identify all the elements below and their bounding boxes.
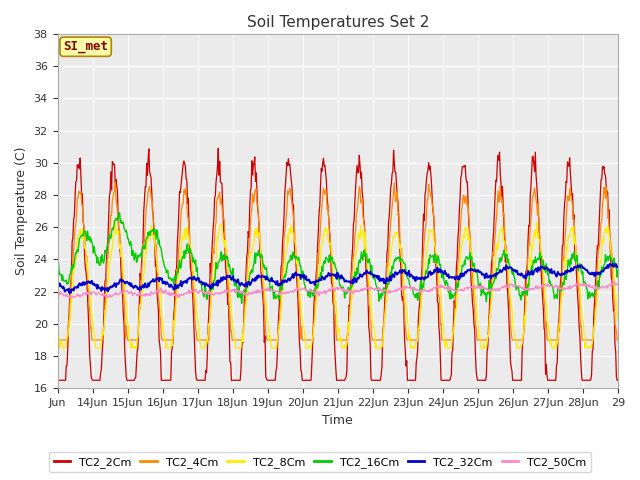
TC2_2Cm xyxy=(251,154,259,160)
TC2_8Cm xyxy=(428,228,436,234)
TC2_2Cm xyxy=(396,252,404,258)
TC2_32Cm xyxy=(428,270,435,276)
TC2_8Cm xyxy=(273,345,280,351)
TC2_32Cm xyxy=(223,273,231,279)
TC2_50Cm xyxy=(272,289,280,295)
TC2_16Cm xyxy=(397,256,404,262)
TC2_32Cm xyxy=(251,278,259,284)
TC2_50Cm xyxy=(223,289,231,295)
TC2_4Cm xyxy=(428,195,435,201)
TC2_50Cm xyxy=(65,295,73,300)
TC2_2Cm xyxy=(120,310,127,316)
TC2_4Cm xyxy=(251,189,259,195)
TC2_4Cm xyxy=(614,337,621,343)
TC2_8Cm xyxy=(224,264,232,270)
TC2_32Cm xyxy=(54,281,61,287)
Line: TC2_50Cm: TC2_50Cm xyxy=(58,283,618,298)
Line: TC2_16Cm: TC2_16Cm xyxy=(58,213,618,303)
Title: Soil Temperatures Set 2: Soil Temperatures Set 2 xyxy=(246,15,429,30)
TC2_8Cm xyxy=(111,216,119,221)
TC2_2Cm xyxy=(223,285,231,290)
TC2_32Cm xyxy=(609,261,616,266)
TC2_2Cm xyxy=(54,377,61,383)
X-axis label: Time: Time xyxy=(323,414,353,427)
TC2_8Cm xyxy=(54,316,61,322)
TC2_16Cm xyxy=(273,294,280,300)
TC2_2Cm xyxy=(214,145,222,151)
TC2_16Cm xyxy=(614,267,621,273)
TC2_8Cm xyxy=(252,226,259,232)
TC2_50Cm xyxy=(120,288,128,293)
TC2_8Cm xyxy=(397,248,404,254)
TC2_50Cm xyxy=(428,287,435,292)
TC2_16Cm xyxy=(223,253,231,259)
TC2_2Cm xyxy=(272,369,280,374)
TC2_2Cm xyxy=(428,182,435,188)
Line: TC2_4Cm: TC2_4Cm xyxy=(58,182,618,340)
Line: TC2_32Cm: TC2_32Cm xyxy=(58,264,618,293)
TC2_8Cm xyxy=(121,288,129,294)
TC2_16Cm xyxy=(120,226,128,231)
TC2_50Cm xyxy=(611,280,618,286)
Text: SI_met: SI_met xyxy=(63,40,108,53)
TC2_4Cm xyxy=(272,337,280,343)
TC2_8Cm xyxy=(56,345,63,351)
TC2_50Cm xyxy=(54,291,61,297)
TC2_50Cm xyxy=(614,281,621,287)
TC2_4Cm xyxy=(111,179,119,185)
Line: TC2_2Cm: TC2_2Cm xyxy=(58,148,618,380)
TC2_32Cm xyxy=(120,279,128,285)
TC2_4Cm xyxy=(54,337,61,343)
TC2_32Cm xyxy=(396,267,404,273)
Line: TC2_8Cm: TC2_8Cm xyxy=(58,218,618,348)
TC2_4Cm xyxy=(120,298,128,303)
TC2_16Cm xyxy=(238,300,246,306)
TC2_2Cm xyxy=(614,377,621,383)
TC2_8Cm xyxy=(614,317,621,323)
TC2_50Cm xyxy=(396,286,404,292)
TC2_16Cm xyxy=(428,253,436,259)
Y-axis label: Soil Temperature (C): Soil Temperature (C) xyxy=(15,147,28,276)
TC2_32Cm xyxy=(272,282,280,288)
TC2_4Cm xyxy=(396,241,404,247)
Legend: TC2_2Cm, TC2_4Cm, TC2_8Cm, TC2_16Cm, TC2_32Cm, TC2_50Cm: TC2_2Cm, TC2_4Cm, TC2_8Cm, TC2_16Cm, TC2… xyxy=(49,452,591,472)
TC2_32Cm xyxy=(614,264,621,270)
TC2_16Cm xyxy=(116,210,124,216)
TC2_50Cm xyxy=(251,288,259,294)
TC2_32Cm xyxy=(65,290,73,296)
TC2_16Cm xyxy=(54,258,61,264)
TC2_16Cm xyxy=(252,261,259,266)
TC2_4Cm xyxy=(223,256,231,262)
